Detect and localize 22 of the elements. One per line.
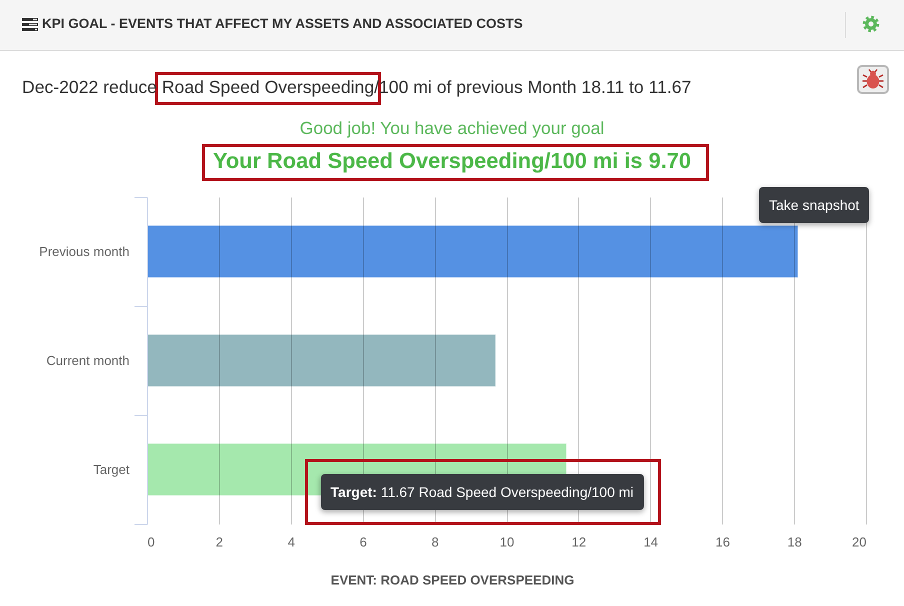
- annotation: Take snapshot: [759, 187, 870, 223]
- text: Good job! You have achieved your goal: [298, 118, 606, 139]
- x-tick-label: 18: [787, 534, 802, 550]
- x-tick-label: 16: [715, 534, 730, 550]
- y-tick-label: Target: [93, 462, 130, 477]
- x-tick-label: 0: [148, 534, 155, 550]
- x-tick-label: 20: [852, 534, 866, 550]
- text: Your Road Speed Overspeeding/100 mi is 9.70: [212, 148, 692, 173]
- x-tick-label: 8: [431, 534, 439, 550]
- y-tick-label: Previous month: [39, 244, 130, 259]
- annotation: Target: 11.67 Road Speed Overspeeding/100 mi: [330, 484, 634, 500]
- x-tick-label: 10: [500, 534, 514, 550]
- x-tick-label: 6: [360, 534, 367, 550]
- x-tick-label: 2: [216, 534, 224, 550]
- x-axis-title: EVENT: ROAD SPEED OVERSPEEDING: [330, 572, 574, 588]
- bar: [146, 334, 496, 388]
- chart-title: KPI GOAL - EVENTS THAT AFFECT MY ASSETS AND ASSOCIATED COSTS: [42, 16, 523, 31]
- y-tick-label: Current month: [46, 353, 130, 368]
- x-tick-label: 14: [644, 534, 658, 550]
- x-tick-label: 12: [572, 534, 586, 550]
- bar: [146, 224, 799, 278]
- x-tick-label: 4: [288, 534, 295, 550]
